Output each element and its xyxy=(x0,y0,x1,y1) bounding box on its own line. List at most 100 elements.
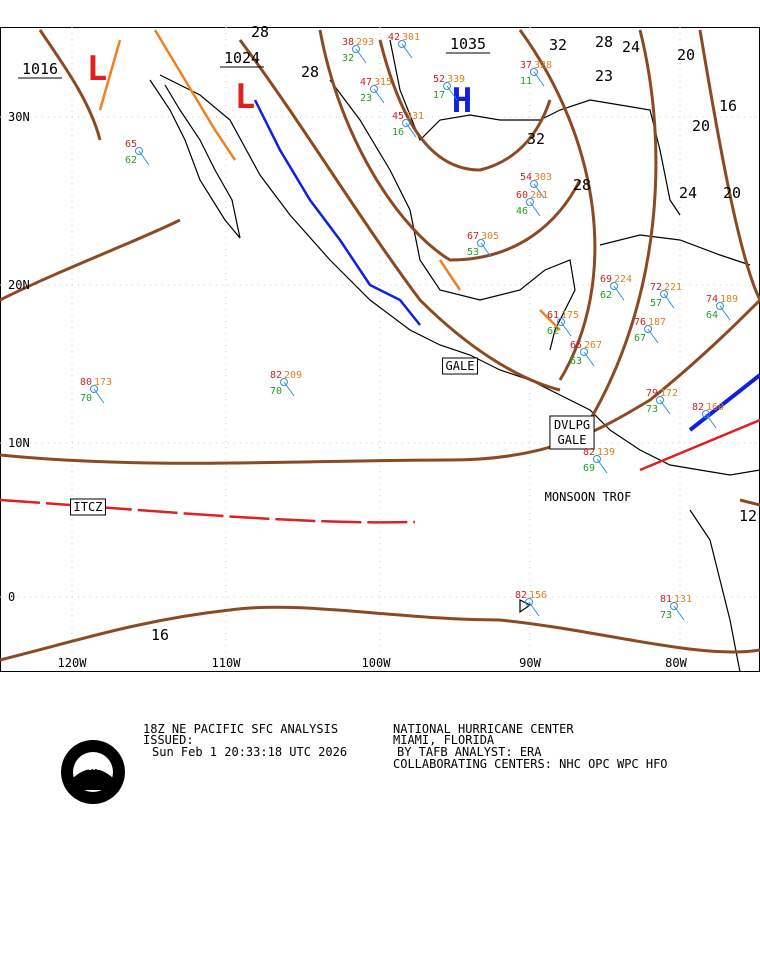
isobar-label: 1035 xyxy=(450,35,486,53)
station-temp: 82 xyxy=(692,402,704,413)
wind-barb xyxy=(533,183,545,199)
station-temp: 76 xyxy=(634,317,646,328)
lat-label: 0 xyxy=(8,590,15,604)
station-circle xyxy=(656,396,664,404)
wind-barb xyxy=(583,351,595,367)
station-pressure: 131 xyxy=(674,594,692,605)
station-circle xyxy=(90,385,98,393)
station-pressure: 209 xyxy=(284,370,302,381)
station-temp: 74 xyxy=(706,294,718,305)
station-circle xyxy=(402,119,410,127)
footer-right: BY TAFB ANALYST: ERA xyxy=(397,745,542,759)
station-pressure: 303 xyxy=(534,172,552,183)
isobar-label: 24 xyxy=(622,38,640,56)
station-circle xyxy=(525,598,533,606)
wind-barb xyxy=(373,88,385,104)
station-pressure: 160 xyxy=(706,402,724,413)
gale-label: GALE xyxy=(446,359,475,373)
isobar-label: 1024 xyxy=(224,49,260,67)
station-circle xyxy=(644,325,652,333)
station-dewpoint: 73 xyxy=(660,610,672,621)
station-circle xyxy=(280,378,288,386)
footer-left: Sun Feb 1 20:33:18 UTC 2026 xyxy=(152,745,347,759)
station-temp: 47 xyxy=(360,77,372,88)
wind-barb xyxy=(596,458,608,474)
lon-label: 110W xyxy=(212,656,242,670)
station-temp: 45 xyxy=(392,111,404,122)
wind-barb xyxy=(647,328,659,344)
station-circle xyxy=(443,82,451,90)
dvlpg-label: GALE xyxy=(558,433,587,447)
pressure-center: L xyxy=(87,49,107,89)
station-dewpoint: 70 xyxy=(270,386,282,397)
station-temp: 42 xyxy=(388,32,400,43)
station-temp: 61 xyxy=(547,310,559,321)
wind-barb xyxy=(138,150,150,166)
station-temp: 81 xyxy=(660,594,672,605)
isobar-label: 20 xyxy=(677,46,695,64)
wind-barb xyxy=(673,605,685,621)
station-pressure: 173 xyxy=(94,377,112,388)
isobar-label: 23 xyxy=(595,67,613,85)
lon-label: 80W xyxy=(665,656,687,670)
footer-right: NATIONAL HURRICANE CENTER xyxy=(393,722,574,736)
map xyxy=(0,27,760,673)
station-temp: 72 xyxy=(650,282,662,293)
label-box xyxy=(442,357,478,375)
station-dewpoint: 63 xyxy=(570,356,582,367)
label-box xyxy=(549,415,595,450)
station-temp: 79 xyxy=(646,388,658,399)
dvlpg-label: DVLPG xyxy=(554,418,590,432)
station-circle xyxy=(370,85,378,93)
station-pressure: 305 xyxy=(481,231,499,242)
station-pressure: 172 xyxy=(660,388,678,399)
wind-barb xyxy=(529,201,541,217)
station-temp: 67 xyxy=(467,231,479,242)
station-circle xyxy=(352,45,360,53)
lat-label: 30N xyxy=(8,110,30,124)
station-temp: 38 xyxy=(342,37,354,48)
station-temp: 80 xyxy=(80,377,92,388)
wind-barb xyxy=(659,399,671,415)
coastline xyxy=(149,39,760,673)
wind-barb xyxy=(663,293,675,309)
wind-barb xyxy=(528,601,540,617)
station-dewpoint: 17 xyxy=(433,90,445,101)
wind-barb xyxy=(480,242,492,258)
station-circle xyxy=(526,198,534,206)
station-pressure: 221 xyxy=(664,282,682,293)
station-pressure: 339 xyxy=(447,74,465,85)
station-dewpoint: 64 xyxy=(706,310,718,321)
station-pressure: 293 xyxy=(356,37,374,48)
isobar-label: 16 xyxy=(719,97,737,115)
footer-right: COLLABORATING CENTERS: NHC OPC WPC HFO xyxy=(393,757,668,771)
station-temp: 54 xyxy=(520,172,532,183)
station-dewpoint: 11 xyxy=(520,76,532,87)
station-circle xyxy=(135,147,143,155)
station-circle xyxy=(477,239,485,247)
station-pressure: 156 xyxy=(529,590,547,601)
station-circle xyxy=(670,602,678,610)
station-circle xyxy=(398,40,406,48)
monsoon-label: MONSOON TROF xyxy=(545,490,632,504)
station-circle xyxy=(580,348,588,356)
station-dewpoint: 69 xyxy=(583,463,595,474)
station-pressure: 187 xyxy=(648,317,666,328)
isobar-label: 20 xyxy=(723,184,741,202)
station-dewpoint: 57 xyxy=(650,298,662,309)
station-dewpoint: 23 xyxy=(360,93,372,104)
station-dewpoint: 62 xyxy=(547,326,559,337)
station-circle xyxy=(530,180,538,188)
station-circle xyxy=(702,410,710,418)
labels: 30N 20N 10N 0 120W 110W 100W 90W 80W 1016 1024 1035… xyxy=(8,23,757,670)
wind-barb xyxy=(283,381,295,397)
isobar-label: 28 xyxy=(573,176,591,194)
wind-barb xyxy=(401,43,413,59)
station-dewpoint: 62 xyxy=(125,155,137,166)
station-dewpoint: 53 xyxy=(467,247,479,258)
wind-barb xyxy=(719,305,731,321)
isobar-label: 20 xyxy=(692,117,710,135)
isobar-label: 12 xyxy=(739,507,757,525)
station-circle xyxy=(660,290,668,298)
footer-right: MIAMI, FLORIDA xyxy=(393,733,495,747)
